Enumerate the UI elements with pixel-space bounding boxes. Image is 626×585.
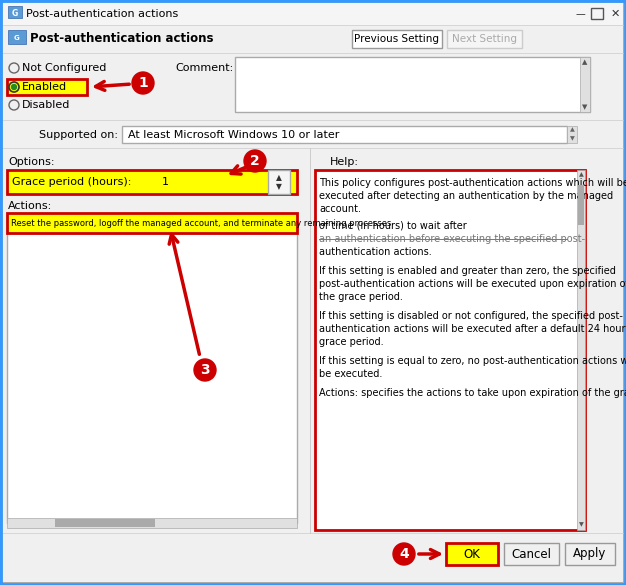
Text: Previous Setting: Previous Setting — [354, 34, 439, 44]
Text: the grace period.: the grace period. — [319, 292, 403, 302]
Text: Not Configured: Not Configured — [22, 63, 106, 73]
Bar — [3, 3, 623, 25]
Circle shape — [132, 72, 154, 94]
Bar — [3, 25, 623, 53]
Bar — [352, 30, 442, 48]
Text: ▼: ▼ — [276, 183, 282, 191]
Text: 3: 3 — [200, 363, 210, 377]
Bar — [3, 533, 623, 582]
Text: Reset the password, logoff the managed account, and terminate any remaining proc: Reset the password, logoff the managed a… — [11, 219, 391, 228]
Text: If this setting is enabled and greater than zero, the specified: If this setting is enabled and greater t… — [319, 266, 616, 276]
Text: 2: 2 — [250, 154, 260, 168]
Text: Disabled: Disabled — [22, 100, 70, 110]
Bar — [55, 519, 155, 527]
Text: ✕: ✕ — [610, 9, 620, 19]
Bar — [235, 57, 590, 112]
Text: an authentication before executing the specified post-: an authentication before executing the s… — [319, 234, 585, 244]
Text: ▼: ▼ — [570, 136, 575, 142]
Bar — [268, 170, 290, 194]
Text: 1: 1 — [138, 76, 148, 90]
Bar — [447, 30, 522, 48]
Text: Help:: Help: — [330, 157, 359, 167]
Bar — [3, 148, 623, 533]
Bar — [315, 170, 585, 530]
Text: be executed.: be executed. — [319, 369, 382, 379]
Text: Post-authentication actions: Post-authentication actions — [30, 32, 213, 44]
Bar — [3, 120, 623, 162]
Text: account.: account. — [319, 204, 361, 214]
Text: ▲: ▲ — [570, 128, 575, 132]
Text: ▲: ▲ — [276, 174, 282, 183]
Bar — [7, 170, 297, 194]
Bar — [7, 518, 297, 528]
Text: 1: 1 — [162, 177, 169, 187]
Text: of time (in hours) to wait after: of time (in hours) to wait after — [319, 221, 467, 231]
Text: At least Microsoft Windows 10 or later: At least Microsoft Windows 10 or later — [128, 129, 339, 139]
Bar — [7, 213, 297, 233]
Bar — [446, 543, 498, 565]
Text: authentication actions.: authentication actions. — [319, 247, 432, 257]
Circle shape — [194, 359, 216, 381]
Bar — [567, 126, 577, 143]
Text: G: G — [12, 9, 18, 18]
Text: —: — — [575, 9, 585, 19]
Text: authentication actions will be executed after a default 24 hour: authentication actions will be executed … — [319, 324, 625, 334]
Text: executed after detecting an authentication by the managed: executed after detecting an authenticati… — [319, 191, 613, 201]
Text: Actions:: Actions: — [8, 201, 52, 211]
Text: ▼: ▼ — [578, 522, 583, 528]
Bar — [591, 8, 603, 19]
Text: If this setting is disabled or not configured, the specified post-: If this setting is disabled or not confi… — [319, 311, 623, 321]
Text: 4: 4 — [399, 547, 409, 561]
Bar — [578, 185, 584, 225]
Bar — [122, 126, 567, 143]
Bar — [580, 57, 590, 112]
Bar — [577, 170, 585, 530]
Text: Grace period (hours):: Grace period (hours): — [12, 177, 131, 187]
Text: Cancel: Cancel — [511, 548, 551, 560]
Text: post-authentication actions will be executed upon expiration of: post-authentication actions will be exec… — [319, 279, 626, 289]
Bar — [3, 53, 623, 133]
Text: Post-authentication actions: Post-authentication actions — [26, 9, 178, 19]
Text: Enabled: Enabled — [22, 82, 67, 92]
Text: ▲: ▲ — [582, 59, 588, 65]
Bar — [7, 233, 297, 523]
Bar — [8, 6, 22, 18]
Text: ▼: ▼ — [582, 104, 588, 110]
Circle shape — [11, 84, 16, 90]
Text: OK: OK — [464, 548, 480, 560]
Circle shape — [244, 150, 266, 172]
Text: Next Setting: Next Setting — [451, 34, 516, 44]
Text: Comment:: Comment: — [175, 63, 233, 73]
Text: If this setting is equal to zero, no post-authentication actions will: If this setting is equal to zero, no pos… — [319, 356, 626, 366]
Text: Apply: Apply — [573, 548, 607, 560]
Bar — [504, 543, 559, 565]
Bar — [7, 79, 87, 95]
Bar — [8, 30, 26, 44]
Text: Supported on:: Supported on: — [39, 130, 118, 140]
Text: ▲: ▲ — [578, 173, 583, 177]
Text: Actions: specifies the actions to take upon expiration of the grace: Actions: specifies the actions to take u… — [319, 388, 626, 398]
Bar — [565, 543, 615, 565]
Text: Options:: Options: — [8, 157, 54, 167]
Circle shape — [393, 543, 415, 565]
Text: grace period.: grace period. — [319, 337, 384, 347]
Text: This policy configures post-authentication actions which will be: This policy configures post-authenticati… — [319, 178, 626, 188]
Text: G: G — [14, 35, 20, 41]
